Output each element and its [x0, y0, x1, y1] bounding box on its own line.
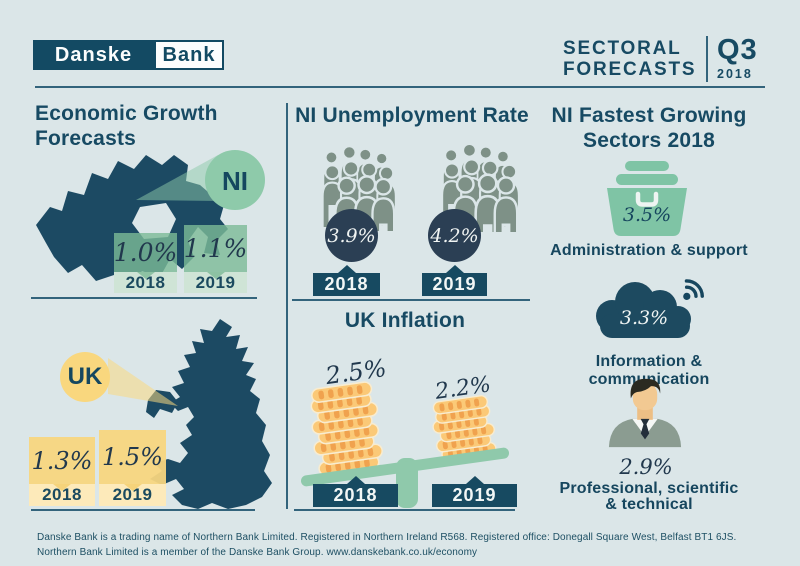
inflation-rule	[294, 509, 515, 511]
growth-ni-2019-value: 1.1%	[184, 225, 247, 272]
uk-badge-circle	[60, 352, 110, 402]
unemployment-2019-yeartag: 2019	[422, 265, 487, 296]
sectors-title-line1: NI Fastest Growing	[551, 104, 747, 127]
year-text: 2018	[125, 272, 166, 292]
sectors-title-line2: Sectors 2018	[583, 129, 715, 153]
ni-badge-text: NI	[222, 165, 248, 196]
year-text: 2019	[195, 272, 236, 292]
ni-spotlight-beam	[136, 155, 218, 201]
bar-notch	[53, 484, 71, 491]
cloud-shape	[596, 282, 691, 338]
uk-badge: UK	[58, 363, 112, 391]
danske-bank-logo: Danske Bank	[33, 40, 224, 70]
unemployment-2018-yeartag: 2018	[313, 265, 380, 296]
coin-stack-2018	[309, 380, 384, 478]
quarter-year: 2018	[717, 67, 753, 81]
logo-bank-box: Bank	[154, 40, 224, 70]
growth-uk-2019-value: 1.5%	[99, 430, 166, 484]
tag-notch	[465, 476, 484, 484]
header-divider	[706, 36, 708, 82]
disclaimer-line1: Danske Bank is a trading name of Norther…	[37, 532, 737, 543]
growth-uk-2018-year: 2018	[29, 484, 95, 506]
unemployment-title: NI Unemployment Rate	[295, 104, 529, 127]
businessman-icon	[608, 378, 682, 448]
disclaimer-line2: Northern Bank Limited is a member of the…	[37, 546, 478, 558]
sector-prof-label-line2: & technical	[605, 496, 693, 513]
inflation-2018-yeartag: 2018	[313, 476, 398, 507]
growth-uk-2019-year: 2019	[99, 484, 166, 506]
growth-ni-2019-year: 2019	[184, 272, 247, 293]
tag-notch	[346, 476, 365, 484]
northern-ireland-map-icon	[36, 150, 265, 285]
year-text: 2018	[324, 274, 369, 294]
sector-admin-value: 3.5%	[622, 204, 672, 226]
report-title: SECTORAL FORECASTS	[563, 38, 696, 81]
growth-ni-2018-value: 1.0%	[114, 233, 177, 272]
header-rule	[35, 86, 765, 88]
sector-prof-label-line1: Professional, scientific	[559, 480, 739, 497]
quarter-label: Q3	[717, 34, 758, 66]
year-text: 2019	[452, 485, 497, 505]
growth-uk-2018-value: 1.3%	[29, 437, 95, 484]
sector-prof-value: 2.9%	[619, 455, 673, 479]
inflation-title: UK Inflation	[344, 309, 466, 332]
year-text: 2018	[333, 485, 378, 505]
growth-ni-bar-2018: 1.0% 2018	[114, 233, 177, 293]
sector-admin-label: Administration & support	[550, 242, 748, 259]
growth-ni-rule	[31, 297, 257, 299]
growth-title-line2: Forecasts	[35, 127, 137, 151]
quarter-block: Q3 2018	[717, 34, 758, 82]
cloud-wifi-icon	[596, 279, 704, 338]
sectors-title: NI Fastest Growing Sectors 2018	[538, 103, 760, 153]
legal-disclaimer: Danske Bank is a trading name of Norther…	[37, 531, 737, 560]
bar-notch	[206, 272, 225, 279]
logo-word-bank: Bank	[162, 43, 216, 66]
growth-uk-rule	[31, 509, 255, 511]
growth-uk-bar-2019: 1.5% 2019	[99, 430, 166, 506]
uk-badge-text: UK	[67, 363, 103, 390]
bar-notch	[136, 272, 155, 279]
growth-uk-bar-2018: 1.3% 2018	[29, 437, 95, 506]
growth-ni-bar-2019: 1.1% 2019	[184, 225, 247, 293]
uk-map-icon	[60, 319, 272, 509]
year-text: 2019	[432, 274, 477, 294]
unemployment-2019-value: 4.2%	[430, 224, 479, 247]
inflation-2019-yeartag: 2019	[432, 476, 517, 507]
year-text: 2019	[112, 485, 153, 504]
wifi-signal	[683, 279, 704, 300]
report-title-line2: FORECASTS	[563, 59, 697, 81]
growth-title-line1: Economic Growth	[35, 102, 218, 125]
ni-badge: NI	[207, 166, 263, 196]
column-divider	[286, 103, 288, 509]
unemployment-2018-value: 3.9%	[327, 224, 376, 247]
tag-notch	[337, 265, 356, 273]
growth-ni-2018-year: 2018	[114, 272, 177, 293]
archive-box-icon	[607, 161, 687, 236]
unemployment-rule	[292, 299, 530, 301]
uk-spotlight-beam	[108, 358, 178, 406]
logo-word-danske: Danske	[54, 43, 133, 66]
growth-title: Economic Growth Forecasts	[35, 101, 218, 151]
ni-badge-circle	[205, 150, 265, 210]
logo-danske-box: Danske	[33, 40, 154, 70]
unemployment-2019-bubble: 4.2%	[428, 209, 481, 262]
report-title-line1: SECTORAL	[563, 38, 682, 59]
tag-notch	[445, 265, 464, 273]
unemployment-2018-bubble: 3.9%	[325, 209, 378, 262]
year-text: 2018	[42, 485, 82, 504]
bar-notch	[123, 484, 142, 491]
sector-info-value: 3.3%	[619, 307, 669, 329]
